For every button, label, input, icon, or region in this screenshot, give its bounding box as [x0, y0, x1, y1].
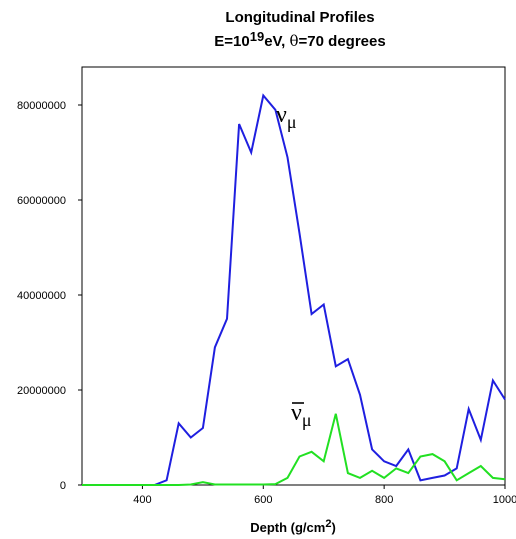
x-axis-title-exponent: 2 — [325, 518, 331, 530]
series-label-numu: νμ — [276, 102, 297, 132]
series-group — [82, 93, 506, 486]
chart-title-line2-prefix: E=10 — [214, 33, 249, 50]
series-label-numu-name: ν — [276, 102, 287, 128]
x-tick-label: 600 — [254, 494, 272, 506]
x-axis-ticks: 400 600 800 1000 — [133, 485, 516, 506]
x-axis-title-suffix: ) — [331, 520, 335, 535]
plot-frame — [81, 66, 506, 486]
chart-title-line1: Longitudinal Profiles — [225, 9, 374, 26]
x-tick-label: 800 — [375, 494, 393, 506]
y-tick-label: 60000000 — [17, 195, 66, 207]
x-tick-label: 400 — [133, 494, 151, 506]
y-axis-ticks: 0 20000000 40000000 60000000 80000000 — [17, 100, 82, 492]
x-tick-label: 1000 — [493, 494, 516, 506]
x-axis-title: Depth (g/cm2) — [250, 518, 336, 535]
y-tick-label: 0 — [60, 480, 66, 492]
x-axis-title-prefix: Depth (g/cm — [250, 520, 325, 535]
series-label-numubar: νμ — [291, 400, 312, 430]
chart-title-line2: E=1019eV, θ=70 degrees — [214, 29, 385, 50]
series-line-numubar — [82, 413, 506, 486]
chart-title-line2-mid: eV, — [264, 33, 289, 50]
series-label-numubar-subscript: μ — [302, 410, 312, 430]
series-label-numu-subscript: μ — [287, 112, 297, 132]
chart-title-line2-exponent: 19 — [250, 29, 264, 44]
chart-title-line2-theta: θ — [290, 32, 299, 50]
chart-title-line2-suffix: =70 degrees — [299, 33, 386, 50]
series-line-numu — [82, 93, 506, 486]
series-label-numubar-name: ν — [291, 400, 302, 426]
y-tick-label: 20000000 — [17, 385, 66, 397]
y-tick-label: 80000000 — [17, 100, 66, 112]
y-tick-label: 40000000 — [17, 290, 66, 302]
